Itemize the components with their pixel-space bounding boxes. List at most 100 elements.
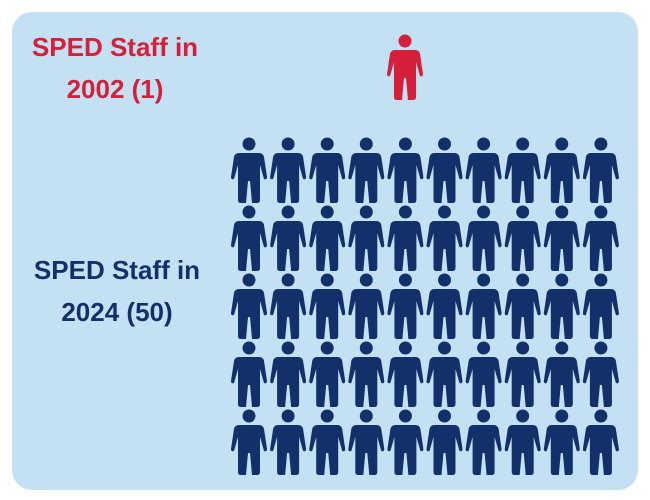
person-icon <box>582 341 619 407</box>
icon-body <box>582 153 619 203</box>
person-icon <box>387 137 424 203</box>
icon-body <box>270 357 307 407</box>
person-icon <box>582 273 619 339</box>
person-icon <box>465 137 502 203</box>
icon-body <box>504 425 541 475</box>
person-icon <box>387 205 424 271</box>
person-icon <box>309 273 346 339</box>
person-icon <box>348 409 385 475</box>
person-icon <box>270 341 307 407</box>
icon-head <box>477 205 491 219</box>
person-icon <box>387 409 424 475</box>
person-icon <box>543 409 580 475</box>
person-icon <box>426 137 463 203</box>
icon-body <box>582 425 619 475</box>
icon-head <box>438 137 451 151</box>
person-icon <box>348 137 385 203</box>
person-icon <box>231 205 267 271</box>
icon-body <box>582 221 619 271</box>
icon-body <box>426 289 463 339</box>
icon-head <box>438 409 451 423</box>
icon-body <box>504 221 541 271</box>
icon-body <box>543 153 580 203</box>
person-icon <box>426 273 463 339</box>
icon-body <box>543 289 580 339</box>
icon-body <box>387 221 424 271</box>
icon-body <box>348 357 385 407</box>
icon-body <box>309 357 346 407</box>
person-icon <box>504 273 541 339</box>
person-icon <box>348 341 385 407</box>
icon-body <box>270 153 307 203</box>
icon-head <box>320 341 334 355</box>
person-icon <box>270 137 307 203</box>
icon-body <box>387 153 424 203</box>
icon-body <box>387 425 424 475</box>
icon-body <box>309 289 346 339</box>
icon-head <box>398 34 412 48</box>
person-icon <box>543 341 580 407</box>
person-icon <box>543 205 580 271</box>
person-icon <box>387 273 424 339</box>
icon-body <box>231 153 267 203</box>
person-icon <box>309 341 346 407</box>
icon-head <box>477 409 491 423</box>
icon-body <box>387 50 423 100</box>
icon-body <box>582 357 619 407</box>
icon-body <box>309 153 346 203</box>
person-icon <box>465 341 502 407</box>
icon-head <box>398 273 412 287</box>
icon-body <box>270 289 307 339</box>
icon-body <box>309 221 346 271</box>
icon-head <box>555 341 569 355</box>
icon-head <box>477 137 491 151</box>
person-icon <box>582 409 619 475</box>
icon-body <box>309 425 346 475</box>
icon-head <box>359 137 373 151</box>
icon-head <box>594 341 608 355</box>
icon-head <box>242 273 256 287</box>
icon-body <box>426 357 463 407</box>
icon-head <box>594 205 608 219</box>
icon-body <box>465 357 502 407</box>
icon-body <box>543 425 580 475</box>
person-icon <box>504 341 541 407</box>
icon-body <box>582 289 619 339</box>
icon-head <box>594 273 608 287</box>
person-icon <box>348 205 385 271</box>
icon-body <box>348 153 385 203</box>
icon-head <box>359 205 373 219</box>
icon-body <box>426 221 463 271</box>
icon-head <box>516 137 530 151</box>
person-icon <box>231 273 267 339</box>
icon-head <box>555 273 569 287</box>
icon-head <box>281 205 295 219</box>
icon-head <box>438 341 451 355</box>
icon-head <box>594 137 608 151</box>
person-icon <box>270 205 307 271</box>
person-icon <box>309 409 346 475</box>
icon-body <box>348 425 385 475</box>
icon-head <box>477 341 491 355</box>
icon-head <box>242 409 256 423</box>
person-icon <box>543 137 580 203</box>
icon-head <box>281 273 295 287</box>
person-icon <box>270 273 307 339</box>
icon-head <box>555 205 569 219</box>
icon-body <box>426 425 463 475</box>
icon-body <box>348 221 385 271</box>
icon-head <box>320 409 334 423</box>
person-icon <box>231 341 267 407</box>
person-icon <box>309 205 346 271</box>
icon-head <box>242 341 256 355</box>
icon-head <box>398 137 412 151</box>
person-icon <box>426 409 463 475</box>
icon-head <box>398 205 412 219</box>
icon-body <box>270 425 307 475</box>
person-icon <box>426 341 463 407</box>
icon-body <box>387 357 424 407</box>
icon-body <box>465 425 502 475</box>
icon-body <box>231 357 267 407</box>
icon-body <box>231 221 267 271</box>
